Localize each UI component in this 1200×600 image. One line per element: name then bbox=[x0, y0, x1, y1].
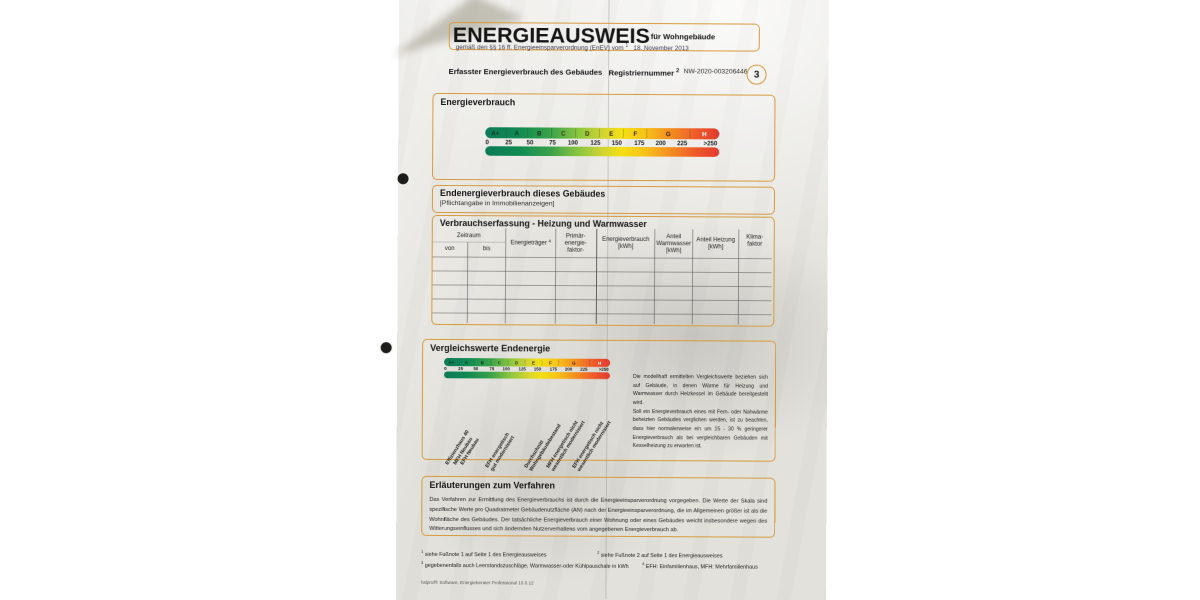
svg-text:150: 150 bbox=[534, 367, 542, 372]
svg-text:Energieträger 4: Energieträger 4 bbox=[510, 238, 551, 247]
svg-text:G: G bbox=[572, 360, 576, 365]
svg-text:A: A bbox=[514, 130, 519, 137]
svg-text:G: G bbox=[666, 131, 671, 138]
svg-text:Energieverbrauch: Energieverbrauch bbox=[602, 237, 649, 243]
svg-text:von: von bbox=[445, 246, 455, 252]
svg-text:faktor: faktor bbox=[747, 242, 762, 248]
svg-text:>250: >250 bbox=[599, 367, 609, 372]
svg-text:Anteil Heizung: Anteil Heizung bbox=[696, 237, 735, 243]
svg-text:200: 200 bbox=[656, 140, 667, 147]
svg-text:Klima-: Klima- bbox=[746, 235, 763, 241]
svg-text:[kWh]: [kWh] bbox=[708, 244, 724, 250]
svg-text:H: H bbox=[598, 361, 601, 366]
svg-text:50: 50 bbox=[527, 139, 534, 146]
svg-text:75: 75 bbox=[489, 366, 494, 371]
svg-text:125: 125 bbox=[590, 140, 601, 147]
svg-text:25: 25 bbox=[505, 139, 512, 146]
svg-text:100: 100 bbox=[568, 140, 579, 147]
svg-text:F: F bbox=[549, 360, 552, 365]
svg-text:F: F bbox=[633, 131, 637, 138]
svg-text:energie-: energie- bbox=[565, 241, 587, 247]
svg-text:75: 75 bbox=[549, 140, 556, 147]
svg-text:150: 150 bbox=[612, 140, 623, 147]
svg-text:C: C bbox=[561, 131, 566, 138]
svg-text:Warmwasser: Warmwasser bbox=[656, 241, 691, 247]
svg-text:E: E bbox=[609, 131, 613, 138]
svg-text:225: 225 bbox=[677, 140, 688, 147]
svg-text:Anteil: Anteil bbox=[666, 234, 681, 240]
svg-text:175: 175 bbox=[634, 140, 645, 147]
svg-text:B: B bbox=[537, 130, 542, 137]
svg-text:H: H bbox=[702, 131, 707, 138]
svg-text:0: 0 bbox=[444, 366, 447, 371]
svg-text:D: D bbox=[585, 131, 590, 138]
svg-text:faktor-: faktor- bbox=[567, 248, 584, 254]
svg-text:A+: A+ bbox=[491, 130, 500, 137]
svg-text:100: 100 bbox=[503, 366, 511, 371]
svg-text:bis: bis bbox=[483, 246, 491, 252]
svg-text:125: 125 bbox=[519, 366, 527, 371]
svg-text:175: 175 bbox=[550, 367, 558, 372]
svg-text:225: 225 bbox=[580, 367, 588, 372]
svg-text:Zeitraum: Zeitraum bbox=[457, 233, 481, 239]
svg-text:Primär-: Primär- bbox=[566, 234, 586, 240]
svg-text:0: 0 bbox=[486, 139, 490, 146]
svg-text:[kWh]: [kWh] bbox=[666, 248, 682, 254]
svg-text:A+: A+ bbox=[448, 360, 454, 365]
svg-text:200: 200 bbox=[565, 367, 573, 372]
svg-text:[kWh]: [kWh] bbox=[618, 244, 634, 250]
svg-text:25: 25 bbox=[458, 366, 463, 371]
svg-text:>250: >250 bbox=[703, 140, 717, 147]
svg-text:E: E bbox=[532, 360, 535, 365]
svg-text:50: 50 bbox=[473, 366, 478, 371]
